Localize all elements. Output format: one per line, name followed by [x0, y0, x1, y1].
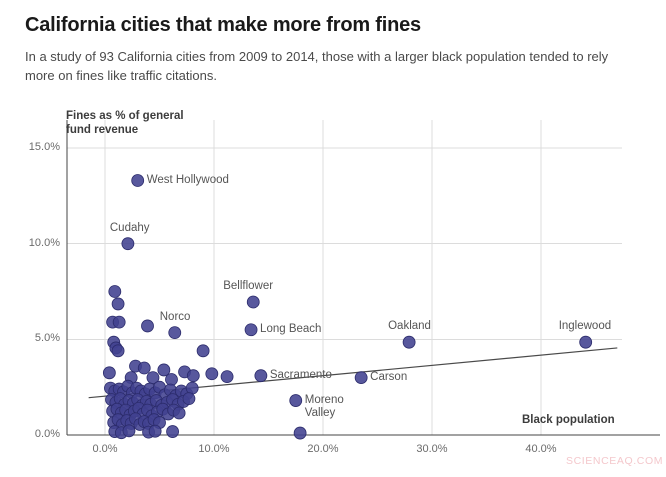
point-label: Inglewood [558, 320, 612, 333]
data-point[interactable] [141, 319, 154, 333]
data-point[interactable] [354, 371, 368, 385]
data-point[interactable] [166, 425, 179, 438]
data-point[interactable] [220, 370, 234, 384]
point-label: Cudahy [109, 221, 150, 234]
data-point[interactable] [254, 369, 268, 383]
data-point[interactable] [293, 426, 307, 440]
point-label: Sacramento [269, 368, 332, 381]
data-point[interactable] [111, 297, 125, 311]
data-point[interactable] [579, 335, 593, 349]
x-tick-label: 0.0% [92, 443, 118, 455]
point-label: Norco [159, 310, 191, 323]
data-point[interactable] [111, 344, 125, 358]
y-tick-label: 5.0% [34, 332, 60, 345]
data-point[interactable] [131, 174, 145, 187]
chart-subtitle: In a study of 93 California cities from … [25, 49, 609, 83]
point-label: Long Beach [260, 322, 322, 335]
point-label: Bellflower [223, 280, 274, 293]
data-point[interactable] [244, 323, 258, 337]
data-point[interactable] [157, 363, 171, 377]
data-point[interactable] [205, 367, 219, 381]
point-label: Moreno Valley [304, 393, 344, 419]
y-axis-title: Fines as % of general fund revenue [66, 110, 184, 136]
point-label: Oakland [388, 320, 431, 333]
data-point[interactable] [196, 344, 210, 358]
x-tick-label: 30.0% [416, 443, 448, 455]
data-point[interactable] [165, 373, 178, 386]
page-title: California cities that make more from fi… [25, 14, 421, 36]
data-point[interactable] [137, 361, 151, 375]
data-point[interactable] [246, 295, 260, 309]
data-point[interactable] [182, 392, 196, 406]
data-point[interactable] [172, 406, 186, 420]
watermark: SCIENCEAQ.COM [566, 455, 664, 467]
x-tick-label: 40.0% [525, 443, 557, 455]
data-point[interactable] [289, 394, 303, 407]
point-label: West Hollywood [146, 173, 229, 186]
gridlines [67, 120, 622, 435]
data-points [102, 174, 593, 440]
data-point[interactable] [148, 424, 162, 438]
data-point[interactable] [108, 285, 122, 298]
data-point[interactable] [402, 335, 416, 349]
data-point[interactable] [186, 369, 200, 383]
x-tick-label: 20.0% [307, 443, 339, 455]
data-point[interactable] [122, 424, 136, 438]
data-point[interactable] [102, 366, 116, 380]
y-tick-label: 10.0% [28, 236, 60, 249]
data-point[interactable] [121, 237, 135, 251]
data-point[interactable] [168, 326, 182, 340]
x-axis-title: Black population [522, 414, 615, 426]
y-tick-label: 0.0% [34, 428, 60, 440]
y-tick-label: 15.0% [28, 141, 60, 153]
x-tick-label: 10.0% [198, 443, 230, 455]
data-point[interactable] [112, 315, 126, 329]
point-label: Carson [370, 370, 408, 383]
axis-lines [66, 120, 660, 436]
